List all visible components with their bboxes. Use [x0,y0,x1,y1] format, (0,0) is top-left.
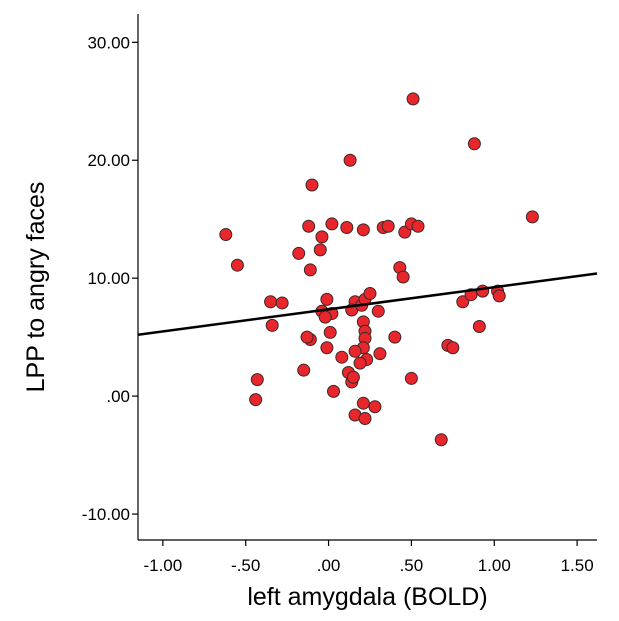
data-point [318,310,332,324]
data-point [315,230,329,244]
y-axis-ticks: -10.00 .00 10.00 20.00 30.00 [82,33,138,524]
data-point [358,412,372,426]
data-point [371,304,385,318]
x-tick-label: 1.00 [478,556,511,575]
data-point [264,295,278,309]
data-point [219,228,233,242]
data-point [343,153,357,167]
y-tick-label: .00 [106,387,130,406]
data-point [323,325,337,339]
data-point [467,137,481,151]
data-point [325,217,339,231]
x-tick-label: .00 [317,556,341,575]
data-point [335,350,349,364]
data-point [313,243,327,257]
data-point [404,371,418,385]
data-point [230,258,244,272]
data-point [275,296,289,310]
fit-line [137,272,598,337]
y-tick-label: 20.00 [87,151,130,170]
data-point [292,246,306,260]
data-point [373,347,387,361]
data-point [327,384,341,398]
data-point [388,330,402,344]
data-point [346,370,360,384]
data-point [320,292,334,306]
data-point [305,178,319,192]
data-point [472,320,486,334]
x-tick-label: 1.50 [561,556,594,575]
data-point [353,356,367,370]
data-point [320,341,334,355]
x-axis-title: left amygdala (BOLD) [247,583,487,611]
data-point [525,210,539,224]
data-point [368,400,382,414]
data-point [356,396,370,410]
x-tick-label: -.50 [231,556,260,575]
data-point [302,219,316,233]
data-point [434,433,448,447]
y-tick-label: -10.00 [82,505,130,524]
data-point [348,344,362,358]
x-tick-label: -1.00 [143,556,182,575]
data-point [381,219,395,233]
data-points [219,92,539,447]
data-point [446,341,460,355]
y-axis-title: LPP to angry faces [22,182,50,393]
data-point [340,220,354,234]
y-tick-label: 10.00 [87,269,130,288]
data-point [456,295,470,309]
x-axis-ticks: -1.00 -.50 .00 .50 1.00 1.50 [143,540,594,575]
y-tick-label: 30.00 [87,33,130,52]
data-point [396,270,410,284]
data-point [265,318,279,332]
data-point [300,330,314,344]
data-point [411,219,425,233]
data-point [297,363,311,377]
data-point [249,393,263,407]
data-point [492,289,506,303]
x-tick-label: .50 [400,556,424,575]
data-point [406,92,420,106]
data-point [303,263,317,277]
data-point [356,223,370,237]
data-point [363,287,377,301]
data-point [250,373,264,387]
